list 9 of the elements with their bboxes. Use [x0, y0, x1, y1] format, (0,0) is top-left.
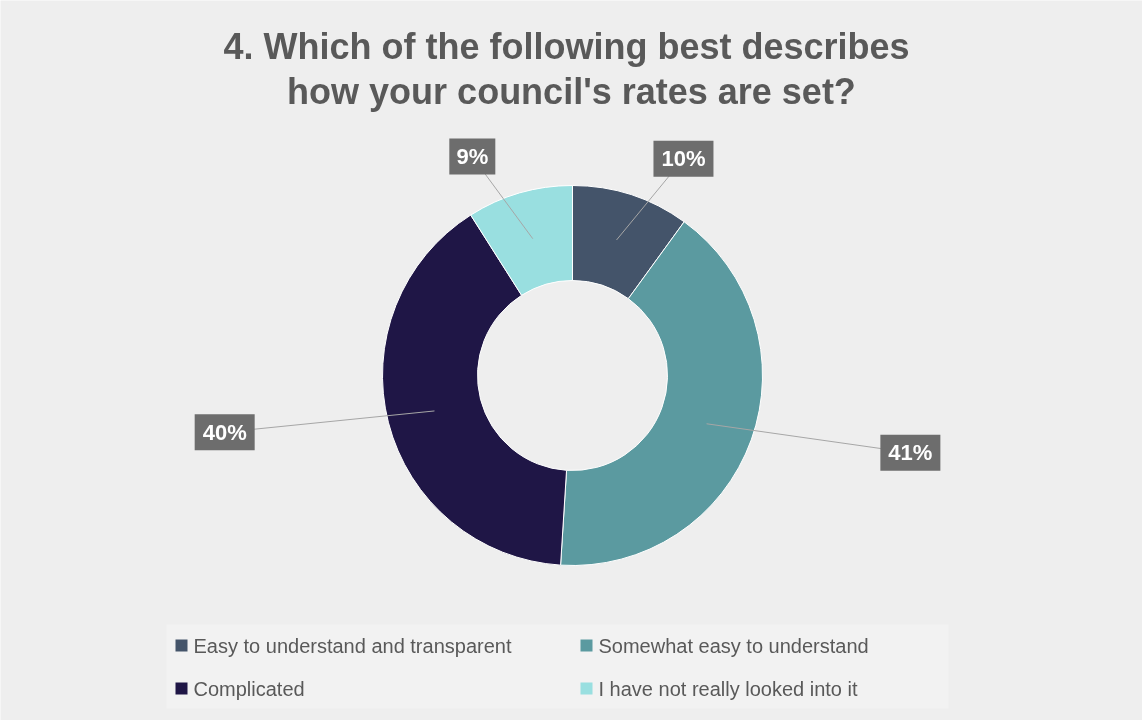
data-label: 9%	[456, 144, 489, 170]
legend-label: Complicated	[193, 677, 305, 700]
legend-label: Somewhat easy to understand	[598, 634, 869, 657]
data-label: 40%	[202, 419, 247, 445]
data-label: 10%	[661, 146, 706, 172]
chart-title: 4. Which of the following best describes how your council's rates are set?	[223, 25, 910, 112]
data-label: 41%	[888, 440, 933, 466]
legend-label: Easy to understand and transparent	[193, 634, 512, 657]
legend-label: I have not really looked into it	[598, 677, 858, 700]
